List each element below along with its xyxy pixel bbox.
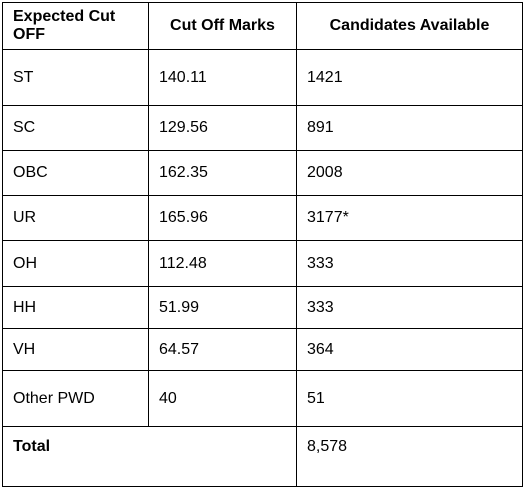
table-row: VH 64.57 364 [2,328,523,371]
marks-cell: 112.48 [148,240,297,287]
table-row: UR 165.96 3177* [2,195,523,241]
category-cell: OBC [2,150,149,196]
header-cutoff-marks: Cut Off Marks [148,2,297,50]
category-cell: HH [2,286,149,329]
total-row: Total 8,578 [2,426,523,487]
category-cell: SC [2,105,149,151]
header-expected-cutoff: Expected Cut OFF [2,2,149,50]
candidates-cell: 2008 [296,150,523,196]
category-cell: UR [2,195,149,241]
candidates-cell: 3177* [296,195,523,241]
candidates-cell: 333 [296,240,523,287]
candidates-cell: 364 [296,328,523,371]
table-row: OBC 162.35 2008 [2,150,523,196]
marks-cell: 165.96 [148,195,297,241]
total-candidates: 8,578 [296,426,523,487]
table-row: Other PWD 40 51 [2,370,523,427]
category-cell: OH [2,240,149,287]
candidates-cell: 1421 [296,49,523,106]
category-cell: VH [2,328,149,371]
candidates-cell: 51 [296,370,523,427]
marks-cell: 64.57 [148,328,297,371]
table-row: ST 140.11 1421 [2,49,523,106]
marks-cell: 40 [148,370,297,427]
marks-cell: 140.11 [148,49,297,106]
marks-cell: 51.99 [148,286,297,329]
category-cell: ST [2,49,149,106]
candidates-cell: 891 [296,105,523,151]
category-cell: Other PWD [2,370,149,427]
header-row: Expected Cut OFF Cut Off Marks Candidate… [2,2,523,50]
total-label: Total [2,426,297,487]
marks-cell: 162.35 [148,150,297,196]
table-row: HH 51.99 333 [2,286,523,329]
table-row: OH 112.48 333 [2,240,523,287]
table-row: SC 129.56 891 [2,105,523,151]
header-candidates-available: Candidates Available [296,2,523,50]
candidates-cell: 333 [296,286,523,329]
marks-cell: 129.56 [148,105,297,151]
